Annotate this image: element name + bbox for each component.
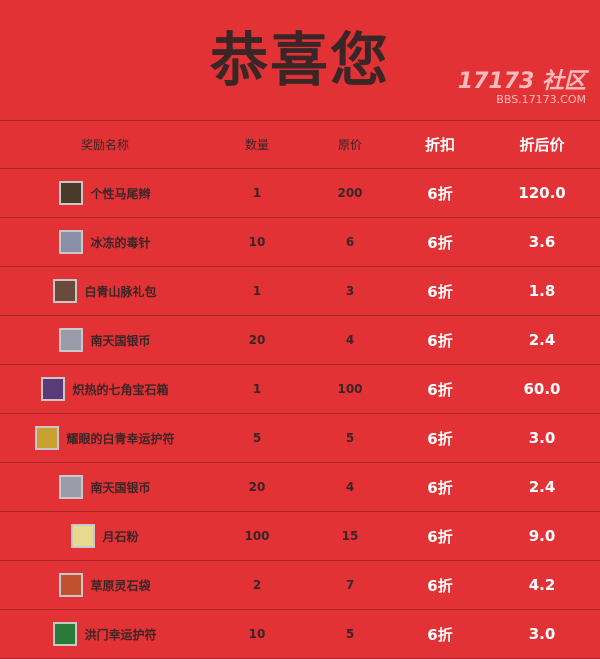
reward-name: 南天国银币 xyxy=(90,480,151,495)
discount: 6折 xyxy=(427,527,453,546)
table-row: 个性马尾辫 1 200 6折 120.0 xyxy=(0,169,600,218)
reward-name: 炽热的七角宝石箱 xyxy=(72,382,169,397)
reward-name: 冰冻的毒针 xyxy=(90,235,151,250)
original-price: 5 xyxy=(345,627,355,641)
final-price: 3.0 xyxy=(528,625,556,643)
final-price: 2.4 xyxy=(528,478,556,496)
reward-cell: 月石粉 xyxy=(0,524,210,548)
silver-coin-icon xyxy=(59,475,84,499)
table-row: 南天国银币 20 4 6折 2.4 xyxy=(0,463,600,512)
reward-cell: 耀眼的白青幸运护符 xyxy=(0,426,210,450)
discount: 6折 xyxy=(427,331,453,350)
discount: 6折 xyxy=(427,184,453,203)
header-final-price: 折后价 xyxy=(519,136,565,154)
stone-bag-icon xyxy=(59,573,84,597)
header-discount: 折扣 xyxy=(424,136,455,154)
gift-pack-icon xyxy=(53,279,78,303)
quantity: 20 xyxy=(248,480,266,494)
reward-cell: 南天国银币 xyxy=(0,475,210,499)
reward-name: 月石粉 xyxy=(102,529,139,544)
original-price: 6 xyxy=(345,235,355,249)
final-price: 120.0 xyxy=(518,184,566,202)
table-row: 白青山脉礼包 1 3 6折 1.8 xyxy=(0,267,600,316)
reward-name: 个性马尾辫 xyxy=(90,186,151,201)
final-price: 4.2 xyxy=(528,576,556,594)
final-price: 9.0 xyxy=(528,527,556,545)
header-name: 奖励名称 xyxy=(80,138,129,152)
final-price: 2.4 xyxy=(528,331,556,349)
table-header: 奖励名称 数量 原价 折扣 折后价 xyxy=(0,121,600,169)
quantity: 1 xyxy=(252,284,262,298)
quantity: 1 xyxy=(252,186,262,200)
quantity: 5 xyxy=(252,431,262,445)
reward-cell: 个性马尾辫 xyxy=(0,181,210,205)
header-price: 原价 xyxy=(337,138,362,152)
final-price: 1.8 xyxy=(528,282,556,300)
quantity: 2 xyxy=(252,578,262,592)
needle-icon xyxy=(59,230,84,254)
silver-coin-icon xyxy=(59,328,84,352)
reward-name: 草原灵石袋 xyxy=(90,578,151,593)
reward-name: 耀眼的白青幸运护符 xyxy=(66,431,175,446)
table-row: 南天国银币 20 4 6折 2.4 xyxy=(0,316,600,365)
final-price: 60.0 xyxy=(523,380,561,398)
ponytail-icon xyxy=(59,181,84,205)
reward-cell: 南天国银币 xyxy=(0,328,210,352)
moonstone-powder-icon xyxy=(71,524,96,548)
discount: 6折 xyxy=(427,625,453,644)
final-price: 3.6 xyxy=(528,233,556,251)
reward-cell: 洪门幸运护符 xyxy=(0,622,210,646)
original-price: 3 xyxy=(345,284,355,298)
reward-name: 白青山脉礼包 xyxy=(84,284,157,299)
quantity: 100 xyxy=(244,529,270,543)
quantity: 20 xyxy=(248,333,266,347)
discount: 6折 xyxy=(427,233,453,252)
discount: 6折 xyxy=(427,282,453,301)
reward-name: 南天国银币 xyxy=(90,333,151,348)
watermark: 17173 社区 BBS.17173.COM xyxy=(457,69,586,107)
reward-cell: 炽热的七角宝石箱 xyxy=(0,377,210,401)
table-row: 洪门幸运护符 10 5 6折 3.0 xyxy=(0,610,600,659)
discount: 6折 xyxy=(427,429,453,448)
final-price: 3.0 xyxy=(528,429,556,447)
page-title: 恭喜您 xyxy=(0,0,600,121)
amulet-icon xyxy=(35,426,60,450)
quantity: 10 xyxy=(248,235,266,249)
original-price: 7 xyxy=(345,578,355,592)
original-price: 200 xyxy=(337,186,363,200)
quantity: 1 xyxy=(252,382,262,396)
original-price: 4 xyxy=(345,333,355,347)
header-qty: 数量 xyxy=(244,138,269,152)
table-row: 冰冻的毒针 10 6 6折 3.6 xyxy=(0,218,600,267)
original-price: 5 xyxy=(345,431,355,445)
gem-chest-icon xyxy=(41,377,66,401)
table-row: 月石粉 100 15 6折 9.0 xyxy=(0,512,600,561)
table-row: 草原灵石袋 2 7 6折 4.2 xyxy=(0,561,600,610)
reward-name: 洪门幸运护符 xyxy=(84,627,157,642)
watermark-logo: 17173 社区 xyxy=(457,69,586,94)
discount: 6折 xyxy=(427,478,453,497)
discount: 6折 xyxy=(427,576,453,595)
watermark-url: BBS.17173.COM xyxy=(496,93,586,107)
original-price: 4 xyxy=(345,480,355,494)
reward-cell: 草原灵石袋 xyxy=(0,573,210,597)
discount: 6折 xyxy=(427,380,453,399)
table-row: 耀眼的白青幸运护符 5 5 6折 3.0 xyxy=(0,414,600,463)
original-price: 15 xyxy=(341,529,359,543)
charm-icon xyxy=(53,622,78,646)
reward-cell: 白青山脉礼包 xyxy=(0,279,210,303)
reward-cell: 冰冻的毒针 xyxy=(0,230,210,254)
original-price: 100 xyxy=(337,382,363,396)
quantity: 10 xyxy=(248,627,266,641)
table-row: 炽热的七角宝石箱 1 100 6折 60.0 xyxy=(0,365,600,414)
